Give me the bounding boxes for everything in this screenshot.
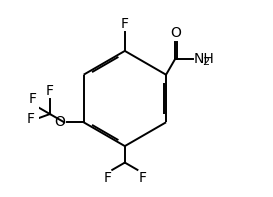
Text: F: F	[46, 84, 54, 98]
Text: O: O	[170, 26, 181, 40]
Text: F: F	[27, 112, 35, 126]
Text: F: F	[103, 171, 111, 185]
Text: F: F	[28, 92, 36, 106]
Text: 2: 2	[203, 57, 210, 67]
Text: NH: NH	[194, 52, 215, 66]
Text: F: F	[121, 17, 129, 31]
Text: F: F	[138, 171, 146, 185]
Text: O: O	[55, 115, 66, 129]
